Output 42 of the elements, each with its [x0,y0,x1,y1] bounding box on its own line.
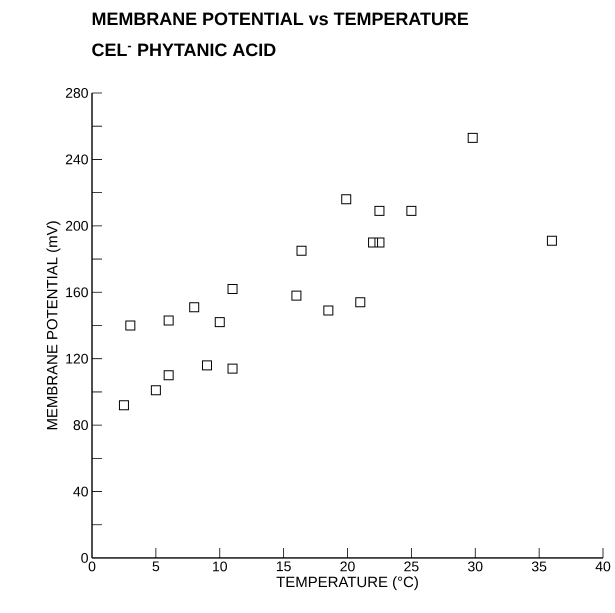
point [228,364,238,374]
x-tick-label: 35 [532,561,546,572]
y-tick-label: 160 [66,287,88,298]
point [374,237,384,248]
point [374,206,384,216]
x-tick-label: 30 [468,561,482,572]
point [228,284,238,294]
point [546,236,557,246]
point [150,385,161,396]
x-tick-label: 0 [88,561,96,572]
y-tick-label: 40 [73,486,88,496]
x-tick-label: 40 [596,561,610,572]
point [214,317,225,328]
point [323,306,334,316]
point [468,132,478,143]
point [118,400,129,410]
x-tick-label: 5 [152,562,160,572]
point [125,320,136,330]
point [189,302,200,312]
point [355,297,366,308]
y-tick-label: 280 [66,88,88,98]
y-tick-label: 120 [66,354,88,364]
y-tick-label: 200 [66,220,88,231]
point [341,194,352,204]
point [406,206,416,216]
y-axis-title: MEMBRANE POTENTIAL (mV) [46,221,60,430]
x-tick-label: 15 [276,562,291,572]
x-tick-label: 20 [340,561,355,572]
chart-title: MEMBRANE POTENTIAL vs TEMPERATURE [92,12,468,26]
point [296,246,307,256]
y-tick-label: 0 [81,553,88,563]
y-tick-label: 80 [74,420,88,430]
point [202,360,212,370]
point [368,237,378,248]
y-tick-label: 240 [66,154,88,164]
x-tick-label: 10 [213,561,227,572]
chart-subtitle: CEL$^{-}$ PHYTANIC ACID [92,44,276,56]
point [164,316,174,326]
x-axis-title: TEMPERATURE (°C) [276,576,418,590]
point [164,370,174,380]
point [291,290,302,301]
x-tick-label: 25 [404,561,419,572]
